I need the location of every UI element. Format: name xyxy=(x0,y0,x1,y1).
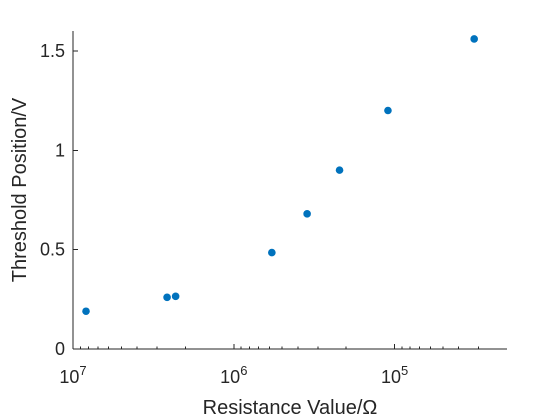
y-tick-label: 1.5 xyxy=(40,41,65,61)
y-axis-title: Threshold Position/V xyxy=(9,97,31,282)
y-axis-ticks: 0 0.5 1 1.5 xyxy=(40,41,78,359)
data-point xyxy=(470,35,478,43)
plot-area xyxy=(72,31,507,350)
x-tick-label: 105 xyxy=(381,363,408,387)
x-axis-title: Resistance Value/Ω xyxy=(203,397,378,419)
x-axis-ticks: 107 106 105 xyxy=(59,344,480,387)
data-points xyxy=(82,35,478,316)
data-point xyxy=(335,166,344,174)
data-point xyxy=(268,248,276,257)
y-tick-label: 0 xyxy=(55,339,65,359)
data-point xyxy=(163,293,171,302)
y-tick-label: 1 xyxy=(55,140,65,160)
data-point xyxy=(82,307,90,316)
y-tick-label: 0.5 xyxy=(40,240,65,260)
data-point xyxy=(171,292,180,301)
x-tick-label: 106 xyxy=(220,363,247,387)
data-point xyxy=(384,106,392,115)
data-point xyxy=(303,210,311,218)
x-tick-label: 107 xyxy=(59,363,86,387)
